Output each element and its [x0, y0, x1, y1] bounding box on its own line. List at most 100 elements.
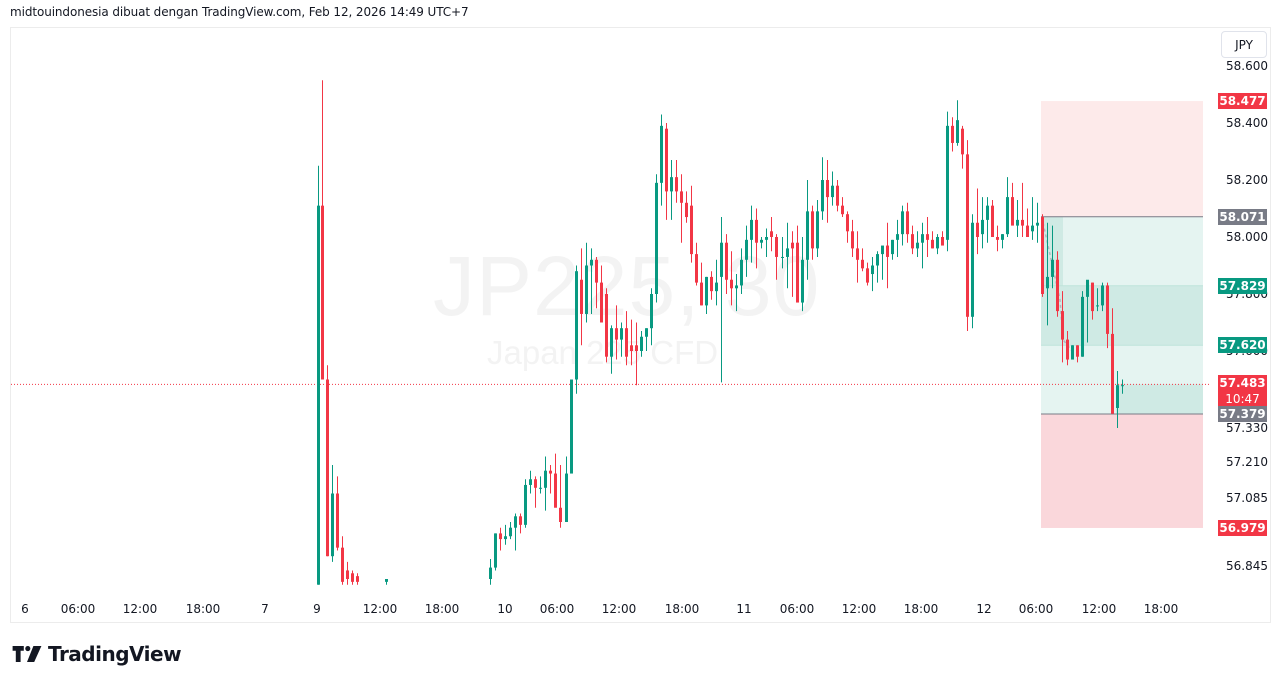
candle-up [590, 259, 593, 266]
candle-down [1061, 311, 1064, 340]
candle-up [575, 271, 578, 380]
candle-down [966, 154, 969, 317]
currency-button[interactable]: JPY [1221, 31, 1267, 58]
candle-up [705, 276, 708, 306]
candle-up [610, 328, 613, 357]
candle-down [866, 268, 869, 283]
candle-up [720, 242, 723, 277]
candle-down [595, 259, 598, 283]
candle-down [630, 345, 633, 351]
candle-up [670, 177, 673, 192]
candle-down [775, 237, 778, 257]
candle-down [1076, 345, 1079, 357]
tradingview-logo[interactable]: TradingView [12, 642, 182, 666]
candle-up [1051, 259, 1054, 277]
candle-down [811, 211, 814, 249]
price-tick: 57.085 [1226, 490, 1268, 505]
candle-up [1081, 296, 1084, 357]
candle-down [730, 279, 733, 289]
candle-up [916, 242, 919, 249]
candle-up [1036, 222, 1039, 226]
candle-down [326, 379, 329, 557]
time-tick: 10 [497, 602, 513, 616]
candle-up [1001, 234, 1004, 240]
candle-down [991, 205, 994, 237]
candle-down [499, 533, 502, 540]
price-tick: 58.600 [1226, 59, 1268, 73]
candle-down [580, 279, 583, 314]
candle-up [781, 256, 784, 258]
price-tick: 57.210 [1226, 455, 1268, 470]
candle-up [876, 254, 879, 266]
price-tick: 58.200 [1226, 173, 1268, 187]
candle-up [317, 205, 320, 585]
candle-down [665, 128, 668, 192]
candle-up [504, 536, 507, 540]
candle-up [971, 222, 974, 317]
candle-up [544, 470, 547, 488]
candle-down [549, 470, 552, 474]
candle-up [620, 328, 623, 340]
candle-up [1046, 276, 1049, 289]
candle-down [836, 185, 839, 206]
stop-price-label-top: 58.477 [1218, 93, 1267, 110]
candle-down [1066, 339, 1069, 360]
candle-down [559, 507, 562, 522]
candle-down [796, 242, 799, 303]
time-tick: 12:00 [841, 602, 877, 616]
candle-down [1026, 225, 1029, 237]
time-tick: 12:00 [362, 602, 398, 616]
candle-down [926, 234, 929, 240]
candle-up [565, 473, 568, 522]
candle-up [645, 328, 648, 337]
target2-price-label: 57.620 [1218, 337, 1267, 354]
candle-up [1071, 345, 1074, 360]
candle-down [846, 214, 849, 232]
last-price-value: 57.483 [1219, 376, 1266, 391]
candle-up [891, 239, 894, 255]
candle-up [1116, 385, 1119, 408]
candle-up [765, 237, 768, 240]
price-tick: 58.000 [1226, 230, 1268, 244]
candle-down [861, 259, 864, 269]
candle-down [1091, 282, 1094, 312]
candle-up [1016, 219, 1019, 226]
candle-down [554, 473, 557, 508]
candle-up [986, 205, 989, 220]
candle-up [494, 533, 497, 568]
candle-up [760, 239, 763, 243]
candle-down [700, 282, 703, 306]
stop-zone-top [1041, 101, 1203, 217]
chart-attribution: midtouindonesia dibuat dengan TradingVie… [10, 5, 469, 19]
candle-down [519, 516, 522, 525]
candle-down [941, 237, 944, 246]
time-tick: 11 [736, 602, 752, 616]
candle-up [786, 248, 789, 257]
candle-down [710, 276, 713, 292]
time-tick: 12:00 [601, 602, 637, 616]
target-zone [1041, 285, 1203, 346]
time-tick: 18:00 [185, 602, 221, 616]
tradingview-logo-text: TradingView [48, 642, 182, 666]
candle-down [635, 345, 638, 351]
candle-up [529, 479, 532, 485]
time-tick: 9 [313, 602, 321, 616]
candle-down [906, 211, 909, 235]
time-tick: 06:00 [779, 602, 815, 616]
candle-up [539, 487, 542, 489]
candle-up [806, 211, 809, 260]
stop-zone-bottom [1041, 413, 1203, 528]
candle-down [886, 245, 889, 257]
candle-up [1031, 225, 1034, 232]
time-tick: 12:00 [1081, 602, 1117, 616]
bar-countdown: 10:47 [1225, 392, 1260, 407]
candle-down [911, 234, 914, 249]
candle-up [514, 516, 517, 528]
price-tick: 56.845 [1226, 559, 1268, 574]
candle-up [1101, 285, 1104, 306]
candle-up [956, 120, 959, 143]
candle-down [1021, 219, 1024, 226]
candle-up [981, 219, 984, 235]
candle-down [1106, 285, 1109, 334]
